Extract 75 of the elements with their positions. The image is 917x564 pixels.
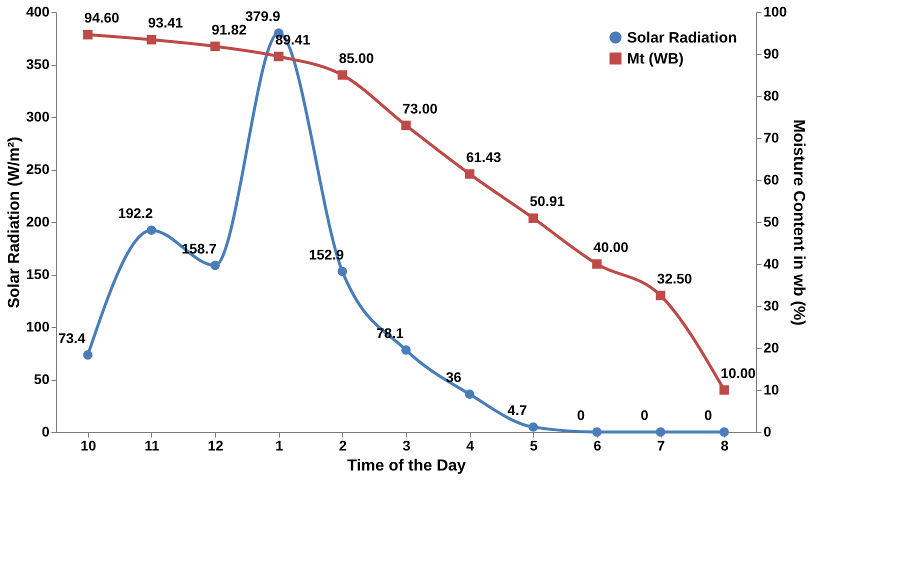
data-label: 50.91 <box>530 193 565 210</box>
data-label: 4.7 <box>508 402 528 418</box>
point <box>719 427 729 437</box>
y2-tick-label: 10 <box>764 382 780 398</box>
y2-tick-label: 60 <box>764 172 780 188</box>
y-tick-label: 100 <box>26 318 50 334</box>
data-label: 91.82 <box>212 21 247 38</box>
legend-label: Mt (WB) <box>627 50 684 68</box>
x-tick-label: 3 <box>402 438 411 454</box>
y2-tick-label: 30 <box>764 298 780 314</box>
y2-tick-label: 0 <box>764 424 772 440</box>
y-tick-label: 300 <box>26 108 50 124</box>
data-label: 73.00 <box>402 100 438 116</box>
data-label: 61.43 <box>466 148 502 165</box>
x-axis-title: Time of the Day <box>347 458 466 474</box>
point <box>592 427 602 437</box>
y-tick-label: 400 <box>26 4 50 20</box>
point <box>210 42 220 52</box>
point <box>83 350 93 360</box>
x-tick-label: 12 <box>208 438 224 454</box>
x-tick-label: 6 <box>594 438 602 454</box>
data-label: 0 <box>577 407 586 423</box>
x-tick-label: 8 <box>720 438 729 454</box>
point <box>210 260 220 270</box>
x-tick-label: 11 <box>144 438 160 454</box>
y2-axis-title: Moisture Content in wb (%) <box>790 119 807 326</box>
y2-tick-label: 80 <box>764 88 780 104</box>
data-label: 36 <box>446 369 462 386</box>
point <box>146 34 156 44</box>
data-label: 0 <box>704 407 712 423</box>
data-label: 379.9 <box>245 8 280 24</box>
y2-tick-label: 40 <box>764 256 780 272</box>
data-label: 0 <box>640 407 649 423</box>
x-tick-label: 1 <box>275 438 284 454</box>
y-tick-label: 350 <box>26 56 50 72</box>
legend-label: Solar Radiation <box>627 30 738 46</box>
x-tick-label: 4 <box>466 438 474 454</box>
point <box>464 389 474 399</box>
y-tick-label: 50 <box>34 371 50 387</box>
y-tick-label: 0 <box>42 424 50 440</box>
x-tick-label: 5 <box>530 438 538 454</box>
y-tick-label: 250 <box>26 161 50 177</box>
data-label: 85.00 <box>338 50 374 66</box>
point <box>656 427 666 437</box>
point <box>401 120 411 130</box>
x-tick-label: 10 <box>80 438 96 454</box>
point <box>83 30 93 40</box>
point <box>656 290 666 300</box>
y2-tick-label: 100 <box>764 4 788 20</box>
point <box>528 422 538 432</box>
point <box>464 169 474 179</box>
point <box>146 225 156 235</box>
point <box>401 345 411 355</box>
y-axis-title: Solar Radiation (W/m²) <box>6 136 24 308</box>
data-label: 32.50 <box>657 270 692 286</box>
y2-tick-label: 20 <box>764 340 780 356</box>
data-label: 73.4 <box>58 330 86 346</box>
point <box>274 52 284 62</box>
point <box>338 70 348 80</box>
y2-tick-label: 50 <box>764 214 780 230</box>
x-tick-label: 2 <box>338 438 347 454</box>
x-tick-label: 7 <box>657 438 666 454</box>
y-tick-label: 200 <box>26 214 50 230</box>
data-label: 192.2 <box>118 205 154 222</box>
data-label: 40.00 <box>593 239 629 255</box>
point <box>338 266 348 276</box>
y2-tick-label: 70 <box>764 130 780 146</box>
data-label: 94.60 <box>84 10 120 26</box>
y-tick-label: 150 <box>26 266 50 282</box>
point <box>719 385 729 395</box>
point <box>528 213 538 223</box>
data-label: 93.41 <box>148 14 184 31</box>
point <box>592 259 602 269</box>
data-label: 10.00 <box>720 365 756 381</box>
y2-tick-label: 90 <box>764 46 780 62</box>
